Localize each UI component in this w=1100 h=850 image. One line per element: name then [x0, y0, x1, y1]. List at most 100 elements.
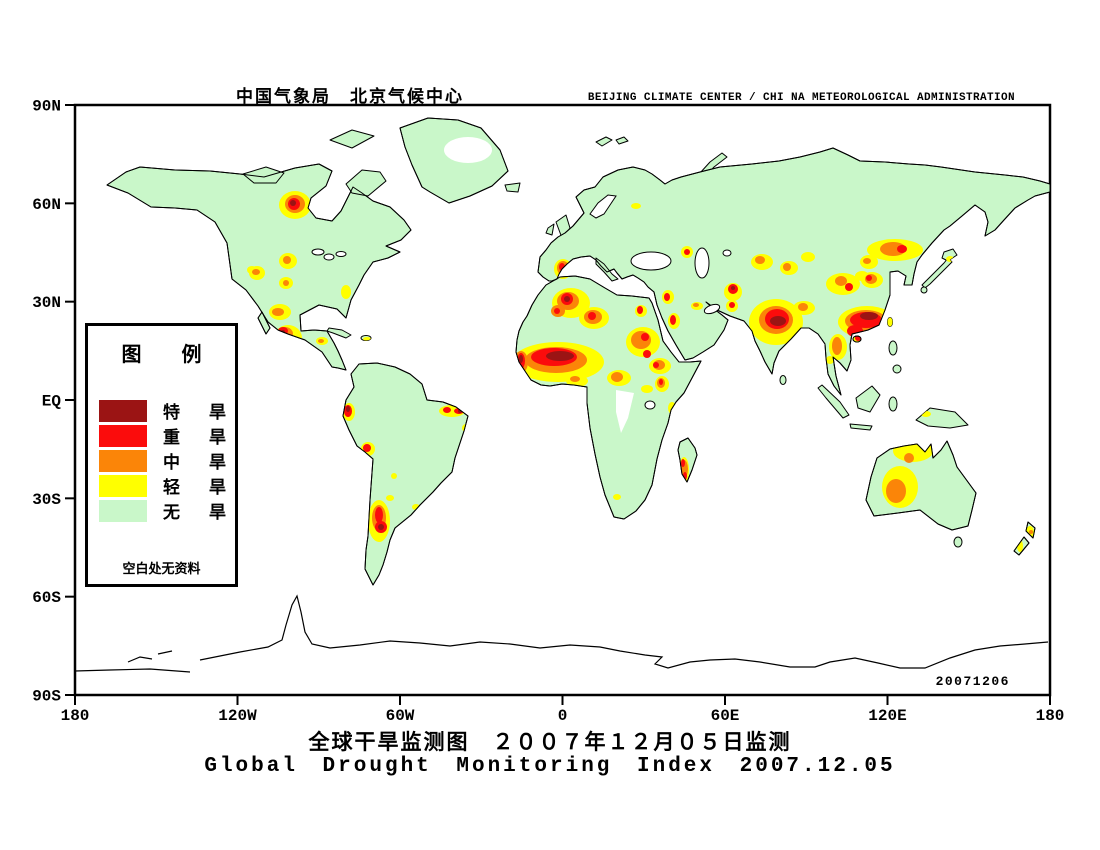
drought-spot-level-2: [631, 331, 651, 349]
drought-spot-level-3: [637, 306, 643, 314]
lon-label: 180: [61, 707, 90, 725]
legend-label-moderate: 中 旱: [163, 453, 232, 472]
legend-row-none: 无 旱: [88, 498, 235, 523]
legend-swatch-moderate: [99, 449, 147, 472]
drought-spot-level-1: [613, 494, 621, 500]
lon-label: 60W: [386, 707, 415, 725]
drought-spot-level-1: [386, 495, 394, 501]
drought-spot-level-3: [653, 362, 659, 368]
lat-label: 90S: [32, 688, 61, 706]
drought-spot-level-2: [570, 376, 580, 382]
drought-spot-level-2: [272, 308, 284, 316]
lat-label: 30S: [32, 491, 61, 509]
drought-spot-level-2: [880, 242, 906, 256]
drought-spot-level-2: [783, 263, 791, 271]
drought-spot-level-2: [1029, 530, 1033, 534]
drought-spot-level-4: [346, 406, 350, 412]
legend-row-light: 轻 旱: [88, 473, 235, 498]
drought-spot-level-4: [770, 316, 786, 326]
drought-spot-level-3: [588, 312, 596, 320]
drought-spot-level-2: [832, 337, 842, 355]
black-sea: [630, 251, 672, 271]
drought-spot-level-2: [863, 258, 871, 264]
drought-spot-level-1: [641, 385, 653, 393]
drought-spot-level-2: [693, 303, 699, 307]
drought-spot-level-4: [564, 296, 570, 302]
lat-label: 60S: [32, 589, 61, 607]
lat-label: 60N: [32, 196, 61, 214]
lon-label: 120W: [218, 707, 257, 725]
drought-spot-level-3: [670, 315, 676, 325]
drought-spot-level-1: [363, 337, 371, 341]
latitude-axis: 90N 60N 30N EQ 30S 60S 90S: [32, 98, 75, 706]
drought-spot-level-1: [826, 356, 834, 364]
drought-spot-level-3: [845, 283, 853, 291]
drought-spot-level-1: [631, 203, 641, 209]
drought-spot-level-2: [755, 256, 765, 264]
drought-spot-level-4: [519, 355, 523, 363]
drought-spot-level-2: [798, 303, 808, 311]
footer-title-chinese: 全球干旱监测图 ２００７年１２月０５日监测: [308, 730, 792, 754]
legend-label-severe: 重 旱: [163, 428, 232, 447]
drought-spot-level-3: [375, 507, 383, 523]
drought-spot-level-2: [904, 453, 914, 463]
lon-label: 0: [558, 707, 568, 725]
drought-spot-level-3: [664, 293, 670, 301]
drought-spot-level-1: [391, 473, 397, 479]
drought-spot-level-4: [290, 200, 296, 206]
aral-sea: [722, 249, 732, 257]
legend-swatch-light: [99, 474, 147, 497]
date-stamp: 20071206: [936, 674, 1010, 689]
great-lake-michigan: [323, 253, 335, 261]
legend-row-moderate: 中 旱: [88, 448, 235, 473]
legend-note: 空白处无资料: [122, 561, 201, 576]
legend-label-light: 轻 旱: [163, 478, 232, 497]
legend-swatch-severe: [99, 424, 147, 447]
drought-spot-level-2: [318, 339, 324, 343]
drought-spot-level-2: [283, 280, 289, 286]
drought-spot-level-1: [801, 252, 815, 262]
drought-spot-level-3: [554, 308, 560, 314]
lat-label: EQ: [42, 393, 62, 411]
drought-spot-level-4: [860, 312, 878, 320]
drought-spot-level-2: [835, 276, 847, 286]
footer-title-english: Global Drought Monitoring Index 2007.12.…: [204, 755, 896, 778]
legend-swatch-extreme: [99, 399, 147, 422]
drought-spot-level-3: [729, 302, 735, 308]
lon-label: 120E: [868, 707, 906, 725]
legend-label-extreme: 特 旱: [163, 403, 232, 422]
drought-spot-level-4: [731, 286, 735, 290]
longitude-axis: 180 120W 60W 0 60E 120E 180: [61, 695, 1065, 725]
header-title-chinese: 中国气象局 北京气候中心: [236, 87, 464, 106]
drought-spot-level-3: [681, 459, 685, 467]
great-lake-superior: [311, 248, 325, 256]
header-title-english: BEIJING CLIMATE CENTER / CHI NA METEOROL…: [587, 92, 1015, 104]
antarctica-coast: [74, 594, 1049, 673]
lake-victoria: [644, 400, 656, 410]
no-data-patches: [444, 137, 634, 433]
drought-spot-level-3: [659, 379, 663, 385]
lon-label: 180: [1036, 707, 1065, 725]
drought-spot-level-3: [443, 407, 451, 413]
lon-label: 60E: [711, 707, 740, 725]
persian-gulf: [703, 303, 721, 315]
drought-spot-level-3: [866, 275, 872, 281]
legend-row-extreme: 特 旱: [88, 398, 235, 423]
legend-box: 图 例 特 旱重 旱中 旱轻 旱无 旱 空白处无资料: [85, 323, 238, 587]
legend-label-none: 无 旱: [163, 503, 232, 522]
drought-spot-level-3: [643, 350, 651, 358]
drought-spot-level-2: [252, 269, 260, 275]
inland-seas: [311, 194, 732, 410]
legend-swatch-none: [99, 499, 147, 522]
drought-spot-level-4: [378, 524, 384, 530]
legend-items: 特 旱重 旱中 旱轻 旱无 旱: [88, 398, 235, 523]
drought-spot-level-4: [546, 351, 574, 361]
lat-label: 30N: [32, 294, 61, 312]
caspian-sea: [694, 247, 710, 279]
lat-label: 90N: [32, 98, 61, 116]
drought-spot-level-3: [684, 249, 690, 255]
drought-spot-level-3: [897, 245, 907, 253]
drought-spot-level-2: [611, 372, 623, 382]
drought-spot-level-3: [641, 333, 649, 341]
